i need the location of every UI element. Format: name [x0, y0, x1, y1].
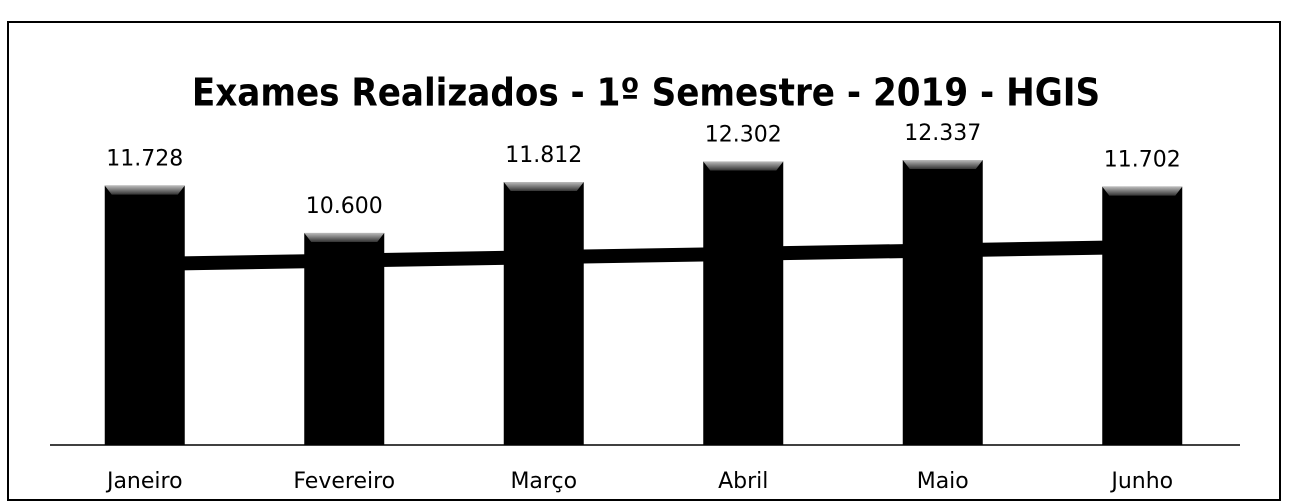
bar — [703, 161, 784, 445]
x-tick-label: Abril — [718, 469, 768, 494]
trend-line — [144, 240, 1143, 271]
bar — [1102, 186, 1183, 445]
bar — [104, 185, 185, 445]
value-label: 12.302 — [705, 122, 782, 147]
chart-title: Exames Realizados - 1º Semestre - 2019 -… — [192, 71, 1100, 115]
x-tick-label: Maio — [917, 469, 969, 494]
x-tick-label: Março — [510, 469, 577, 494]
x-tick-label: Junho — [1109, 469, 1173, 494]
bar — [503, 182, 584, 445]
value-label: 11.728 — [106, 147, 183, 172]
bar — [304, 232, 385, 445]
bar — [902, 160, 983, 445]
x-tick-label: Janeiro — [105, 469, 183, 494]
bar-bevel — [304, 232, 385, 242]
bar-bevel — [503, 182, 584, 192]
bar-bevel — [703, 161, 784, 171]
value-label: 10.600 — [306, 194, 383, 219]
bar-bevel — [902, 160, 983, 169]
x-tick-label: Fevereiro — [293, 469, 395, 494]
frame — [7, 21, 1281, 501]
value-label: 11.702 — [1104, 148, 1181, 173]
value-label: 11.812 — [505, 143, 582, 168]
bar-bevel — [1102, 186, 1183, 196]
bar-bevel — [104, 185, 185, 195]
value-label: 12.337 — [904, 121, 981, 146]
